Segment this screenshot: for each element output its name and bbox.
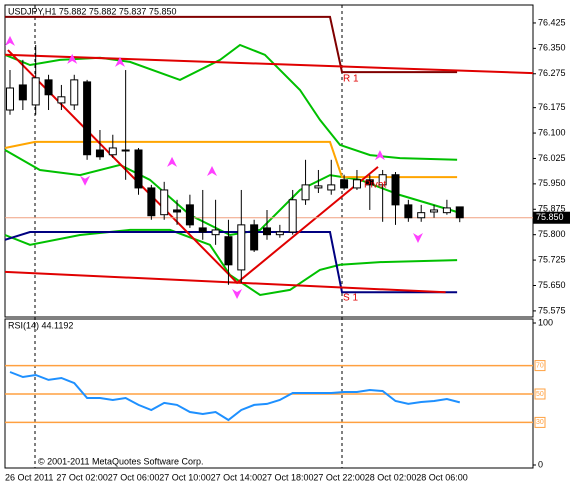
y-tick-label: 75.575 [538, 305, 566, 315]
level-annotation: S 1 [343, 293, 358, 304]
y-tick-label: 75.800 [538, 229, 566, 239]
candle-body [352, 179, 361, 189]
candle-body [365, 179, 374, 186]
y-tick-label: 76.275 [538, 68, 566, 78]
rsi-line [9, 371, 461, 422]
y-tick-label: 76.025 [538, 153, 566, 163]
candle-body [211, 229, 220, 236]
fractal-marker [374, 150, 385, 161]
copyright: © 2001-2011 MetaQuotes Software Corp. [38, 456, 204, 466]
indicator-line [4, 231, 458, 294]
y-tick-label: 76.100 [538, 127, 566, 137]
fractal-marker [412, 233, 423, 244]
candle-body [340, 179, 349, 189]
indicator-line [5, 15, 458, 74]
y-tick-label: 75.875 [538, 204, 566, 214]
candle-body [83, 81, 92, 156]
candle-body [160, 189, 169, 216]
fractal-marker [114, 56, 125, 67]
candle-body [404, 204, 413, 219]
x-tick-label: 27 Oct 14:00 [211, 472, 263, 482]
y-tick-label: 0 [538, 459, 543, 469]
chart-title: USDJPY,H1 75.882 75.882 75.837 75.850 [8, 6, 176, 16]
x-tick-label: 27 Oct 18:00 [262, 472, 314, 482]
fractal-marker [232, 288, 243, 299]
y-tick-label: 75.950 [538, 178, 566, 188]
candle-body [70, 79, 79, 106]
fractal-marker [67, 53, 78, 64]
current-price-box [533, 211, 570, 224]
level-label-box [534, 416, 546, 428]
y-tick-label: 76.175 [538, 102, 566, 112]
candle-body [224, 236, 233, 266]
candle-body [57, 96, 66, 104]
candle-body [263, 227, 271, 236]
candle-body [95, 149, 104, 158]
y-tick-label: 76.425 [538, 17, 566, 27]
candle-body [250, 224, 259, 251]
candle-body [198, 227, 207, 233]
candle-body [237, 224, 246, 271]
level-annotation: R 1 [343, 74, 359, 85]
candle-body [121, 149, 130, 152]
candle-body [147, 187, 156, 217]
candle-body [314, 185, 323, 189]
y-tick-label: 75.650 [538, 280, 566, 290]
y-tick-label: 100 [538, 317, 553, 327]
candle-body [301, 184, 310, 201]
main-panel [4, 4, 534, 318]
candle-body [288, 199, 297, 233]
candle-body [417, 212, 426, 219]
x-tick-label: 27 Oct 10:00 [159, 472, 211, 482]
level-annotation: Pivot [364, 180, 386, 191]
candle-body [391, 174, 400, 206]
x-tick-label: 27 Oct 06:00 [108, 472, 160, 482]
candle-body [173, 209, 182, 213]
level-label: 30 [536, 419, 544, 426]
candle-body [31, 77, 40, 106]
level-label: 50 [536, 391, 544, 398]
candle-body [455, 206, 464, 219]
candle-body [6, 87, 14, 111]
fractal-marker [207, 166, 218, 177]
fractal-marker [5, 35, 15, 46]
rsi-title: RSI(14) 44.1192 [8, 320, 73, 330]
fractal-marker [167, 156, 178, 167]
x-tick-label: 27 Oct 22:00 [313, 472, 365, 482]
candle-body [108, 147, 117, 156]
level-label-box [534, 360, 546, 372]
candle-body [275, 231, 284, 236]
candle-body [327, 184, 336, 191]
candle-body [134, 149, 143, 189]
indicator-line [4, 53, 534, 75]
candle-body [430, 209, 439, 213]
y-tick-label: 76.350 [538, 43, 566, 53]
x-tick-label: 28 Oct 02:00 [365, 472, 417, 482]
indicator-line [4, 270, 446, 294]
candle-body [442, 207, 451, 214]
current-price-label: 75.850 [536, 212, 564, 222]
candle-body [185, 204, 194, 226]
x-tick-label: 27 Oct 02:00 [56, 472, 108, 482]
level-label: 70 [536, 362, 544, 369]
candle-body [44, 79, 53, 96]
x-tick-label: 26 Oct 2011 [5, 472, 53, 482]
level-label-box [534, 388, 546, 400]
candle-body [18, 84, 27, 101]
fractal-marker [80, 175, 91, 186]
y-tick-label: 75.725 [538, 254, 566, 264]
candle-body [378, 174, 387, 186]
x-tick-label: 28 Oct 06:00 [416, 472, 468, 482]
